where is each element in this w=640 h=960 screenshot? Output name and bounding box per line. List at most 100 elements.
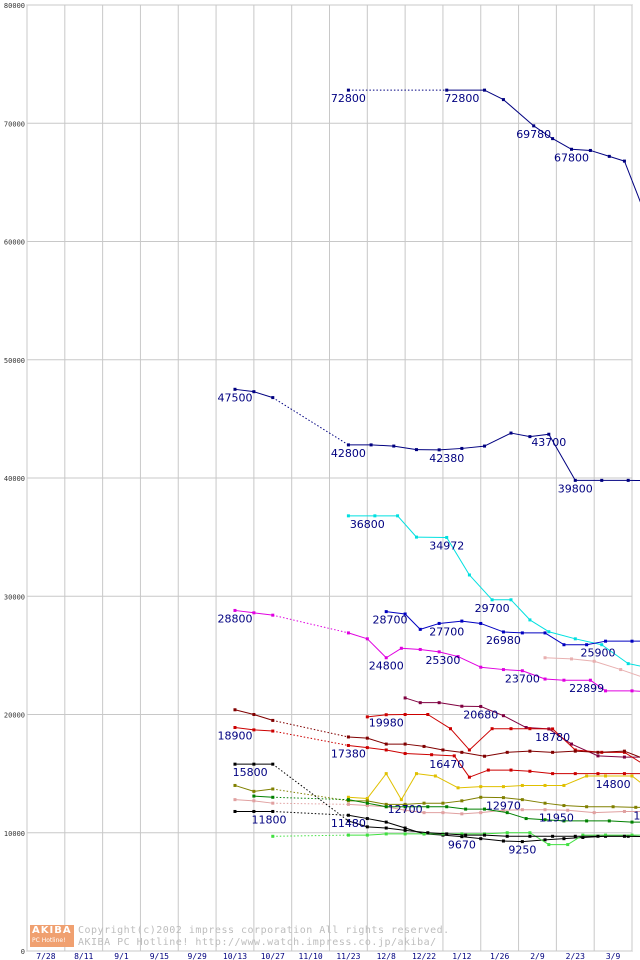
x-tick-label: 3/9: [606, 952, 621, 960]
data-point-s16: [271, 834, 275, 838]
series-line-s8: [427, 714, 451, 730]
data-point-s16: [346, 833, 350, 837]
data-point-s1: [483, 88, 487, 92]
data-point-s8: [528, 727, 532, 731]
data-point-s14: [543, 818, 547, 822]
series-line-s2: [529, 433, 549, 438]
series-line-s7: [597, 755, 625, 758]
series-line-s13: [461, 812, 481, 815]
series-line-s8: [552, 728, 576, 751]
data-point-s12: [403, 802, 407, 806]
series-line-s1: [623, 160, 640, 203]
data-point-s12: [562, 804, 566, 808]
data-label: 9250: [508, 844, 536, 857]
data-point-s10: [430, 753, 434, 757]
series-line-s12: [563, 805, 587, 808]
series-line-s13: [272, 802, 349, 805]
data-point-s9: [365, 736, 369, 740]
data-point-s12: [233, 783, 237, 787]
series-line-s14: [545, 819, 564, 822]
data-point-s13: [622, 809, 626, 813]
series-line-s4: [544, 632, 565, 646]
series-line-s9: [597, 750, 625, 753]
series-line-s1: [533, 125, 553, 140]
data-point-s1: [588, 148, 592, 152]
series-line-s12: [503, 797, 523, 801]
series-line-s13: [386, 806, 406, 811]
data-label: 27700: [429, 625, 464, 638]
data-label: 29700: [475, 602, 510, 615]
series-line-s11: [563, 775, 587, 786]
series-line-s6: [545, 657, 572, 660]
series-line-s10: [529, 770, 553, 775]
series-line-s15: [348, 814, 368, 820]
series-line-s9: [507, 750, 530, 753]
data-label: 47500: [217, 391, 252, 404]
data-point-s17: [346, 819, 350, 823]
series-line-s15: [545, 838, 564, 841]
data-point-s3: [547, 630, 551, 634]
series-line-s5: [348, 632, 368, 640]
data-point-s9: [505, 750, 509, 754]
data-point-s10: [346, 743, 350, 747]
data-point-s13: [592, 811, 596, 815]
data-label: 12700: [388, 803, 423, 816]
x-tick-label: 9/29: [188, 952, 207, 960]
data-point-s6: [570, 657, 573, 661]
data-point-s2: [509, 431, 513, 435]
data-point-s12: [460, 799, 464, 803]
x-tick-label: 10/27: [261, 952, 285, 960]
data-point-s2: [460, 446, 464, 450]
data-point-s5: [233, 608, 237, 612]
data-point-s8: [467, 748, 471, 752]
data-point-s11: [346, 795, 350, 799]
data-label: 18900: [217, 730, 252, 743]
data-point-s1: [622, 159, 626, 163]
data-point-s10: [596, 772, 600, 776]
data-point-s4: [479, 621, 483, 625]
data-point-s13: [460, 812, 464, 816]
data-point-s5: [384, 656, 388, 660]
data-point-s9: [551, 750, 555, 754]
data-point-s3: [467, 573, 471, 577]
series-line-s1: [552, 138, 572, 150]
y-tick-label: 60000: [4, 239, 25, 247]
data-point-s14: [403, 805, 407, 809]
data-point-s4: [543, 631, 547, 635]
data-point-s5: [479, 665, 483, 669]
series-line-s9: [348, 736, 368, 739]
data-label: 9670: [448, 839, 476, 852]
series-line-s9: [552, 750, 576, 753]
data-point-s11: [399, 798, 403, 802]
series-line-s17: [446, 833, 466, 836]
series-line-s5: [401, 647, 421, 650]
data-point-s11: [562, 783, 566, 787]
series-line-s13: [234, 799, 254, 802]
data-point-s13: [271, 801, 275, 805]
data-label: 17380: [331, 747, 366, 760]
data-point-s2: [369, 443, 373, 447]
data-point-s8: [365, 715, 369, 719]
data-point-s5: [562, 678, 566, 682]
data-point-s2: [233, 387, 237, 391]
series-line-s11: [400, 773, 417, 800]
series-line-s14: [367, 802, 387, 808]
data-label: 14800: [596, 778, 631, 791]
data-point-s8: [426, 713, 430, 716]
data-point-s15: [562, 837, 566, 841]
data-point-s16: [604, 833, 608, 837]
series-line-s3: [510, 599, 531, 621]
series-line-s4: [480, 622, 504, 633]
series-line-s13: [348, 803, 368, 807]
series-line-s14: [484, 808, 508, 814]
series-line-s10: [348, 744, 368, 749]
data-point-s4: [501, 630, 505, 634]
data-label: 23700: [505, 673, 540, 686]
series-line-s3: [446, 537, 470, 576]
data-point-s11: [365, 796, 369, 800]
data-point-s2: [600, 478, 604, 482]
series-line-s9: [575, 750, 598, 753]
series-line-s17: [484, 834, 508, 837]
data-point-s3: [396, 514, 400, 518]
series-line-s11: [435, 775, 459, 789]
